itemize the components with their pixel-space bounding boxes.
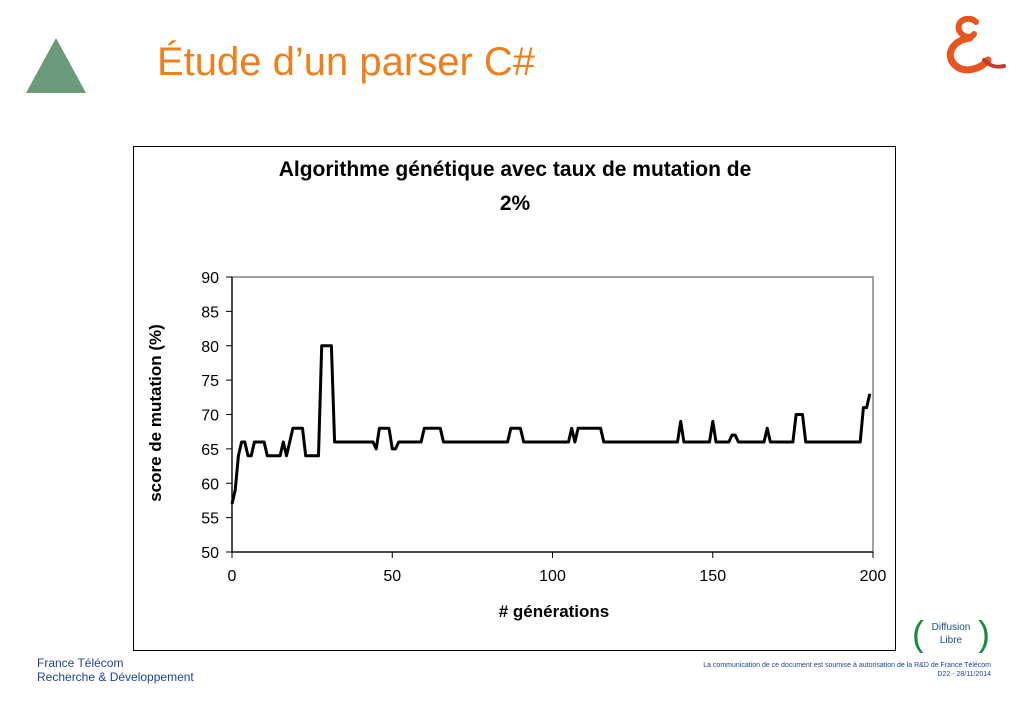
x-tick-label: 150 <box>699 568 726 585</box>
y-tick-label: 80 <box>201 339 219 356</box>
y-tick-label: 50 <box>201 545 219 562</box>
y-tick-label: 55 <box>201 511 219 528</box>
badge-line2: Libre <box>940 635 963 646</box>
y-tick-label: 90 <box>201 270 219 287</box>
badge-paren-left-icon: ( <box>912 615 924 653</box>
triangle-icon <box>26 38 86 93</box>
y-tick-label: 70 <box>201 408 219 425</box>
x-tick-label: 100 <box>539 568 566 585</box>
footer-division: Recherche & Développement <box>37 670 194 684</box>
footer-company: France Télécom <box>37 656 124 670</box>
page-title: Étude d’un parser C# <box>157 40 536 84</box>
plot-area <box>231 276 874 553</box>
series-line <box>230 344 872 505</box>
diffusion-libre-badge: ( Diffusion Libre ) <box>912 615 990 653</box>
y-tick-label: 65 <box>201 442 219 459</box>
line-chart: Algorithme génétique avec taux de mutati… <box>146 158 887 621</box>
y-tick-label: 60 <box>201 476 219 493</box>
y-tick-label: 75 <box>201 373 219 390</box>
france-telecom-logo-icon <box>946 16 1006 74</box>
x-tick-label: 0 <box>228 568 237 585</box>
chart-title-line2: 2% <box>500 192 531 215</box>
footer-right: La communication de ce document est soum… <box>703 661 991 679</box>
y-tick-label: 85 <box>201 304 219 321</box>
badge-paren-right-icon: ) <box>978 615 990 653</box>
y-axis-label: score de mutation (%) <box>146 324 165 502</box>
chart-frame: Algorithme génétique avec taux de mutati… <box>133 146 896 651</box>
footer-disclaimer: La communication de ce document est soum… <box>703 662 991 669</box>
badge-line1: Diffusion <box>932 622 971 633</box>
chart-title-line1: Algorithme génétique avec taux de mutati… <box>279 158 752 181</box>
x-tick-label: 50 <box>383 568 401 585</box>
footer-reference: D22 - 28/11/2014 <box>937 671 991 678</box>
x-tick-label: 200 <box>860 568 887 585</box>
x-axis-label: # générations <box>499 602 610 621</box>
footer-left: France Télécom Recherche & Développement <box>37 656 194 684</box>
